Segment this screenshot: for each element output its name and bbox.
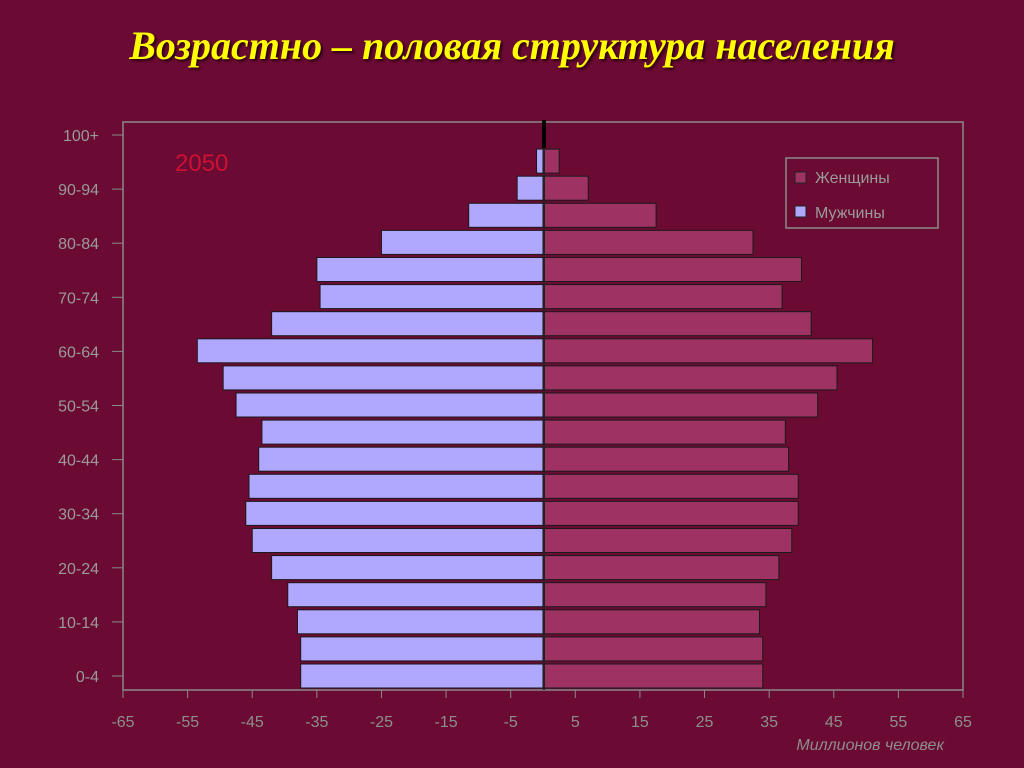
bar-men-55-59 bbox=[222, 365, 544, 391]
legend-label-men: Мужчины bbox=[815, 205, 885, 222]
legend-swatch-men bbox=[794, 205, 807, 218]
bar-men-5-9 bbox=[300, 636, 544, 662]
bar-women-85-89 bbox=[542, 202, 657, 228]
bar-men-10-14 bbox=[296, 609, 544, 635]
bar-men-15-19 bbox=[287, 582, 544, 608]
y-axis-labels: 100+ 90-94 80-84 70-74 60-64 50-54 40-44 30-34 2… bbox=[58, 128, 123, 686]
y-tick-label: 70-74 bbox=[58, 290, 99, 307]
x-tick-label: 25 bbox=[696, 714, 714, 731]
y-tick-label: 90-94 bbox=[58, 182, 99, 199]
bar-women-95-99 bbox=[542, 148, 560, 174]
y-tick-label: 20-24 bbox=[58, 561, 99, 578]
y-tick-label: 0-4 bbox=[76, 669, 99, 686]
x-axis-title: Миллионов человек bbox=[796, 737, 945, 754]
bar-men-45-49 bbox=[261, 419, 544, 445]
x-tick-label: -15 bbox=[435, 714, 458, 731]
bar-women-10-14 bbox=[542, 609, 760, 635]
bar-women-80-84 bbox=[542, 229, 754, 255]
bar-women-90-94 bbox=[542, 175, 589, 201]
bar-men-0-4 bbox=[300, 663, 544, 689]
y-tick-label: 40-44 bbox=[58, 453, 99, 470]
x-tick-label: -5 bbox=[504, 714, 518, 731]
y-tick-label: 60-64 bbox=[58, 344, 99, 361]
legend-box bbox=[785, 157, 939, 229]
bar-women-25-29 bbox=[542, 528, 793, 553]
x-tick-label: -65 bbox=[111, 714, 134, 731]
bar-men-85-89 bbox=[468, 202, 544, 228]
bar-men-80-84 bbox=[380, 229, 544, 255]
bar-men-40-44 bbox=[258, 446, 544, 472]
bar-men-20-24 bbox=[271, 555, 544, 581]
bar-men-65-69 bbox=[271, 311, 544, 337]
bar-women-45-49 bbox=[542, 419, 786, 445]
bar-men-95-99 bbox=[536, 148, 544, 174]
x-tick-label: -45 bbox=[241, 714, 264, 731]
bar-women-65-69 bbox=[542, 311, 812, 337]
x-tick-label: -55 bbox=[176, 714, 199, 731]
legend: Женщины Мужчины bbox=[785, 157, 939, 229]
bar-men-75-79 bbox=[316, 257, 544, 282]
x-tick-label: 5 bbox=[571, 714, 580, 731]
x-tick-label: 45 bbox=[825, 714, 843, 731]
y-tick-label: 80-84 bbox=[58, 236, 99, 253]
y-tick-label: 30-34 bbox=[58, 507, 99, 524]
bar-women-40-44 bbox=[542, 446, 790, 472]
bar-men-50-54 bbox=[235, 392, 544, 418]
bar-women-5-9 bbox=[542, 636, 764, 662]
bar-women-30-34 bbox=[542, 500, 799, 526]
bar-women-50-54 bbox=[542, 392, 819, 418]
slide-title: Возрастно – половая структура населения bbox=[129, 23, 895, 68]
bar-men-30-34 bbox=[245, 500, 544, 526]
bar-men-35-39 bbox=[248, 473, 544, 499]
x-tick-label: 55 bbox=[889, 714, 907, 731]
bar-women-15-19 bbox=[542, 582, 767, 608]
bar-women-75-79 bbox=[542, 257, 802, 282]
bar-women-55-59 bbox=[542, 365, 838, 391]
bar-women-20-24 bbox=[542, 555, 780, 581]
y-tick-label: 100+ bbox=[63, 128, 99, 145]
y-tick-label: 50-54 bbox=[58, 399, 99, 416]
bar-men-70-74 bbox=[319, 284, 544, 310]
x-tick-label: -35 bbox=[305, 714, 328, 731]
bar-men-25-29 bbox=[251, 528, 544, 553]
x-tick-label: 65 bbox=[954, 714, 972, 731]
x-axis-labels: -65 -55 -45 -35 -25 -15 -5 5 15 25 35 45 55 65 bbox=[111, 690, 972, 731]
bar-men-60-64 bbox=[196, 338, 544, 364]
legend-swatch-women bbox=[794, 171, 807, 184]
year-label: 2050 bbox=[175, 150, 228, 177]
x-tick-label: -25 bbox=[370, 714, 393, 731]
bar-women-35-39 bbox=[542, 473, 799, 499]
y-tick-label: 10-14 bbox=[58, 615, 99, 632]
legend-label-women: Женщины bbox=[815, 170, 890, 187]
bars-group bbox=[196, 148, 874, 689]
bar-women-60-64 bbox=[542, 338, 874, 364]
x-tick-label: 35 bbox=[760, 714, 778, 731]
bar-women-0-4 bbox=[542, 663, 764, 689]
x-tick-label: 15 bbox=[631, 714, 649, 731]
bar-women-70-74 bbox=[542, 284, 783, 310]
bar-men-90-94 bbox=[516, 175, 544, 201]
